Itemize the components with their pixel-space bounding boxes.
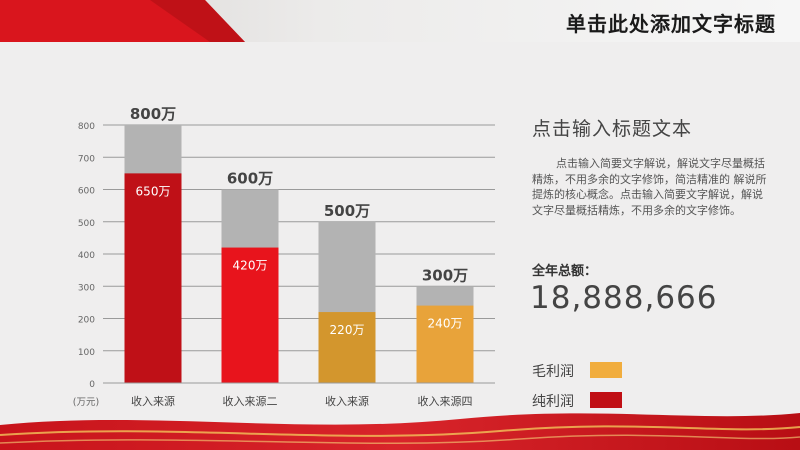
y-tick-label: 300 bbox=[78, 283, 95, 293]
y-tick-label: 700 bbox=[78, 154, 95, 164]
bar-total-label: 500万 bbox=[324, 202, 370, 220]
annual-total-label: 全年总额： bbox=[532, 264, 598, 279]
footer-ribbon-decoration bbox=[0, 413, 800, 450]
y-tick-label: 200 bbox=[78, 316, 95, 326]
net-profit-bar bbox=[416, 305, 474, 383]
bar-total-label: 800万 bbox=[130, 105, 176, 123]
y-tick-label: 0 bbox=[89, 380, 95, 390]
net-profit-bar bbox=[124, 173, 182, 383]
net-profit-bar bbox=[318, 312, 376, 383]
legend-net-profit-swatch bbox=[590, 392, 622, 408]
x-category-label: 收入来源 bbox=[131, 394, 175, 408]
y-tick-label: 500 bbox=[78, 219, 95, 229]
slide-title[interactable]: 单击此处添加文字标题 bbox=[566, 12, 776, 36]
y-unit-label: (万元) bbox=[73, 397, 99, 408]
bar-inner-label: 240万 bbox=[428, 317, 463, 331]
x-category-label: 收入来源四 bbox=[418, 394, 473, 408]
x-category-label: 收入来源 bbox=[325, 394, 369, 408]
legend-gross-profit-label: 毛利润 bbox=[532, 364, 574, 380]
annual-total-value: 18,888,666 bbox=[530, 280, 718, 316]
net-profit-bar bbox=[221, 247, 279, 383]
legend-gross-profit-swatch bbox=[590, 362, 622, 378]
x-category-label: 收入来源二 bbox=[223, 394, 278, 408]
bar-total-label: 300万 bbox=[422, 266, 468, 284]
y-tick-label: 400 bbox=[78, 251, 95, 261]
y-tick-label: 600 bbox=[78, 187, 95, 197]
side-panel-heading[interactable]: 点击输入标题文本 bbox=[532, 118, 693, 140]
legend-net-profit-label: 纯利润 bbox=[532, 394, 574, 410]
bar-inner-label: 650万 bbox=[136, 184, 171, 198]
y-tick-label: 100 bbox=[78, 348, 95, 358]
y-tick-label: 800 bbox=[78, 122, 95, 132]
bar-total-label: 600万 bbox=[227, 170, 273, 188]
bar-inner-label: 420万 bbox=[233, 259, 268, 273]
bar-inner-label: 220万 bbox=[330, 323, 365, 337]
header-ribbon-decoration bbox=[0, 0, 245, 42]
side-panel-body-text[interactable]: 点击输入简要文字解说，解说文字尽量概括精炼，不用多余的文字修饰，简洁精准的 解说… bbox=[532, 157, 767, 217]
